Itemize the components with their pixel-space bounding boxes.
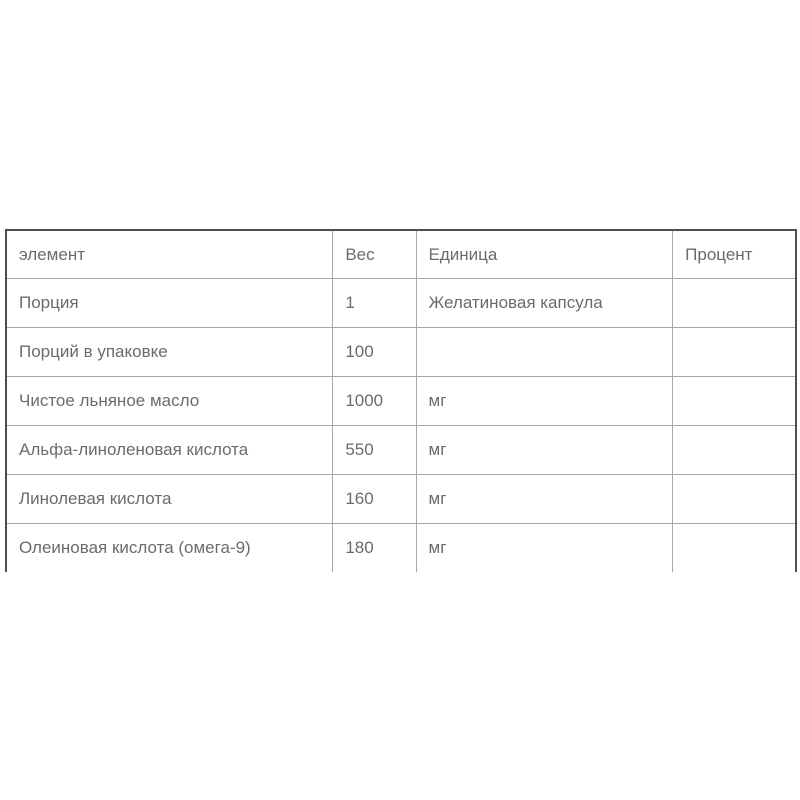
cell-element: Порция xyxy=(5,278,334,328)
cell-percent xyxy=(672,327,797,377)
column-header-weight: Вес xyxy=(332,229,417,279)
table-row: Линолевая кислота 160 мг xyxy=(5,474,797,524)
table-row: Порция 1 Желатиновая капсула xyxy=(5,278,797,328)
cell-weight: 1000 xyxy=(332,376,417,426)
cell-weight: 1 xyxy=(332,278,417,328)
table-row: Альфа-линоленовая кислота 550 мг xyxy=(5,425,797,475)
supplement-facts-table: элемент Вес Единица Процент Порция 1 Жел… xyxy=(5,229,797,572)
cell-element: Альфа-линоленовая кислота xyxy=(5,425,334,475)
cell-percent xyxy=(672,425,797,475)
cell-unit: мг xyxy=(415,474,674,524)
supplement-facts-table-container: элемент Вес Единица Процент Порция 1 Жел… xyxy=(5,229,799,572)
cell-percent xyxy=(672,523,797,572)
cell-unit: мг xyxy=(415,376,674,426)
table-row: Порций в упаковке 100 xyxy=(5,327,797,377)
cell-percent xyxy=(672,278,797,328)
table-row: Олеиновая кислота (омега-9) 180 мг xyxy=(5,523,797,572)
column-header-element: элемент xyxy=(5,229,334,279)
header-row: элемент Вес Единица Процент xyxy=(5,229,797,279)
cell-element: Порций в упаковке xyxy=(5,327,334,377)
cell-weight: 160 xyxy=(332,474,417,524)
cell-weight: 550 xyxy=(332,425,417,475)
cell-percent xyxy=(672,376,797,426)
cell-unit xyxy=(415,327,674,377)
column-header-percent: Процент xyxy=(672,229,797,279)
cell-unit: мг xyxy=(415,425,674,475)
cell-weight: 100 xyxy=(332,327,417,377)
cell-weight: 180 xyxy=(332,523,417,572)
cell-percent xyxy=(672,474,797,524)
cell-unit: Желатиновая капсула xyxy=(415,278,674,328)
column-header-unit: Единица xyxy=(415,229,674,279)
cell-element: Чистое льняное масло xyxy=(5,376,334,426)
table-row: Чистое льняное масло 1000 мг xyxy=(5,376,797,426)
cell-element: Олеиновая кислота (омега-9) xyxy=(5,523,334,572)
cell-element: Линолевая кислота xyxy=(5,474,334,524)
cell-unit: мг xyxy=(415,523,674,572)
